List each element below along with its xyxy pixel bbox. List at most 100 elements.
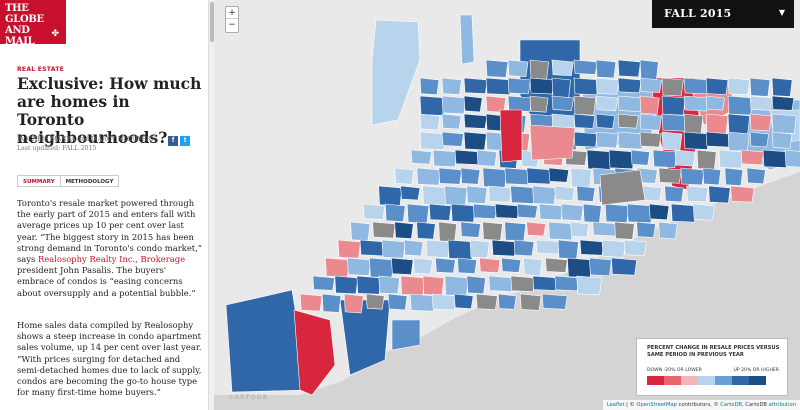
neighbourhood-117[interactable] [510,185,537,204]
neighbourhood-106[interactable] [658,167,682,184]
neighbourhood-157[interactable] [636,221,656,238]
neighbourhood-162[interactable] [403,239,424,257]
neighbourhood-159[interactable] [337,239,361,259]
globe-and-mail-logo[interactable]: THE GLOBE AND MAIL ✤ [0,0,66,47]
neighbourhood-194[interactable] [466,275,486,295]
neighbourhood-180[interactable] [479,257,501,273]
neighbourhood-176[interactable] [391,257,414,275]
neighbourhood-17[interactable] [617,77,642,94]
neighbourhood-108[interactable] [702,167,722,186]
neighbourhood-16[interactable] [595,77,620,95]
neighbourhood-141[interactable] [648,203,670,221]
neighbourhood-85[interactable] [608,149,635,170]
neighbourhood-75[interactable] [771,131,793,149]
neighbourhood-68[interactable] [617,131,645,150]
neighbourhood-39[interactable] [727,95,753,116]
neighbourhood-202[interactable] [343,293,364,314]
neighbourhood-207[interactable] [453,293,474,310]
neighbourhood-193[interactable] [444,275,469,297]
region-south-west-red[interactable] [293,309,336,396]
neighbourhood-131[interactable] [428,203,452,221]
region-south-small[interactable] [391,319,421,351]
neighbourhood-7[interactable] [639,59,659,80]
neighbourhood-116[interactable] [488,185,512,203]
neighbourhood-205[interactable] [409,293,436,312]
neighbourhood-69[interactable] [639,131,662,148]
neighbourhood-198[interactable] [554,275,580,292]
neighbourhood-204[interactable] [387,293,408,311]
neighbourhood-57[interactable] [749,113,772,132]
neighbourhood-21[interactable] [705,77,729,95]
neighbourhood-161[interactable] [381,239,406,259]
neighbourhood-42[interactable] [419,113,441,131]
neighbourhood-97[interactable] [460,167,481,185]
neighbourhood-98[interactable] [482,167,508,188]
neighbourhood-6[interactable] [617,59,641,78]
neighbourhood-54[interactable] [683,113,704,134]
neighbourhood-52[interactable] [639,113,662,131]
zoom-out-button[interactable]: − [228,20,236,30]
neighbourhood-112[interactable] [400,185,421,201]
neighbourhood-160[interactable] [359,239,386,257]
neighbourhood-15[interactable] [573,77,600,96]
neighbourhood-143[interactable] [692,203,715,221]
neighbourhood-18[interactable] [639,77,662,93]
neighbourhood-128[interactable] [362,203,386,220]
neighbourhood-142[interactable] [670,203,697,223]
neighbourhood-77[interactable] [432,149,458,168]
neighbourhood-40[interactable] [749,95,773,111]
neighbourhood-50[interactable] [595,113,616,129]
neighbourhood-93[interactable] [784,149,800,168]
neighbourhood-35[interactable] [639,95,660,115]
neighbourhood-140[interactable] [626,203,654,224]
neighbourhood-43[interactable] [441,113,462,130]
neighbourhood-12[interactable] [507,77,531,95]
neighbourhood-58[interactable] [771,113,797,134]
neighbourhood-23[interactable] [749,77,771,97]
realosophy-link[interactable]: Realosophy Realty Inc., Brokerage [37,254,186,265]
neighbourhood-109[interactable] [724,167,744,187]
neighbourhood-135[interactable] [516,203,538,219]
neighbourhood-0[interactable] [485,59,509,78]
neighbourhood-209[interactable] [497,293,517,310]
neighbourhood-36[interactable] [661,95,686,116]
neighbourhood-92[interactable] [762,149,790,168]
neighbourhood-88[interactable] [674,149,696,167]
neighbourhood-146[interactable] [394,221,414,240]
neighbourhood-38[interactable] [705,95,726,111]
neighbourhood-163[interactable] [425,239,451,258]
facebook-share-button[interactable]: f [168,136,178,146]
neighbourhood-170[interactable] [579,239,605,256]
neighbourhood-107[interactable] [680,167,705,186]
neighbourhood-3[interactable] [551,59,574,77]
neighbourhood-8[interactable] [419,77,440,95]
neighbourhood-9[interactable] [441,77,462,95]
neighbourhood-66[interactable] [573,131,598,148]
neighbourhood-56[interactable] [727,113,750,135]
neighbourhood-91[interactable] [740,149,765,166]
neighbourhood-172[interactable] [623,239,647,257]
neighbourhood-44[interactable] [463,113,488,129]
tab-summary[interactable]: SUMMARY [18,176,61,186]
neighbourhood-132[interactable] [450,203,476,223]
neighbourhood-192[interactable] [422,275,445,296]
neighbourhood-33[interactable] [595,95,619,112]
neighbourhood-186[interactable] [611,257,638,276]
neighbourhood-195[interactable] [488,275,516,292]
neighbourhood-2[interactable] [529,59,549,80]
neighbourhood-156[interactable] [614,221,635,240]
neighbourhood-182[interactable] [523,257,543,276]
neighbourhood-175[interactable] [369,257,395,279]
neighbourhood-51[interactable] [617,113,639,129]
neighbourhood-189[interactable] [356,275,382,295]
neighbourhood-167[interactable] [513,239,535,257]
osm-link[interactable]: OpenStreetMap [636,402,677,408]
leaflet-link[interactable]: Leaflet [606,402,625,408]
neighbourhood-123[interactable] [642,185,663,202]
twitter-share-button[interactable]: t [180,136,190,146]
neighbourhood-60[interactable] [441,131,464,147]
neighbourhood-148[interactable] [438,221,457,243]
neighbourhood-22[interactable] [727,77,750,95]
neighbourhood-168[interactable] [535,239,562,255]
neighbourhood-211[interactable] [541,293,568,310]
